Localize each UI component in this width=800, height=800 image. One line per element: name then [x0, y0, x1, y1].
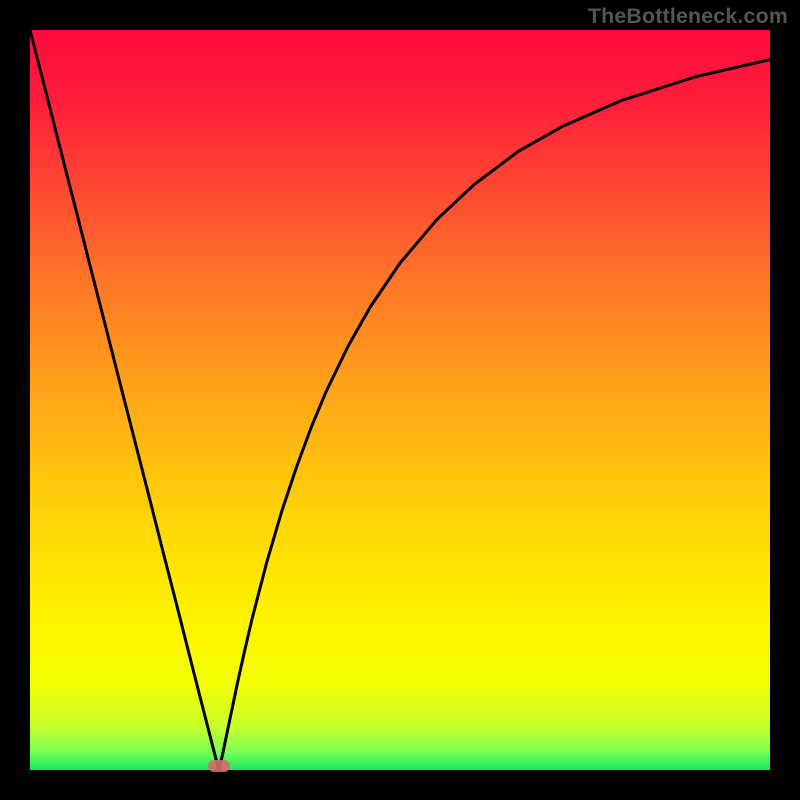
curve-layer — [30, 30, 770, 770]
minimum-marker — [208, 760, 230, 772]
curve-left-branch — [30, 30, 219, 770]
chart-container: TheBottleneck.com — [0, 0, 800, 800]
watermark-text: TheBottleneck.com — [588, 4, 788, 29]
curve-right-branch — [219, 60, 770, 770]
plot-area — [30, 30, 770, 770]
